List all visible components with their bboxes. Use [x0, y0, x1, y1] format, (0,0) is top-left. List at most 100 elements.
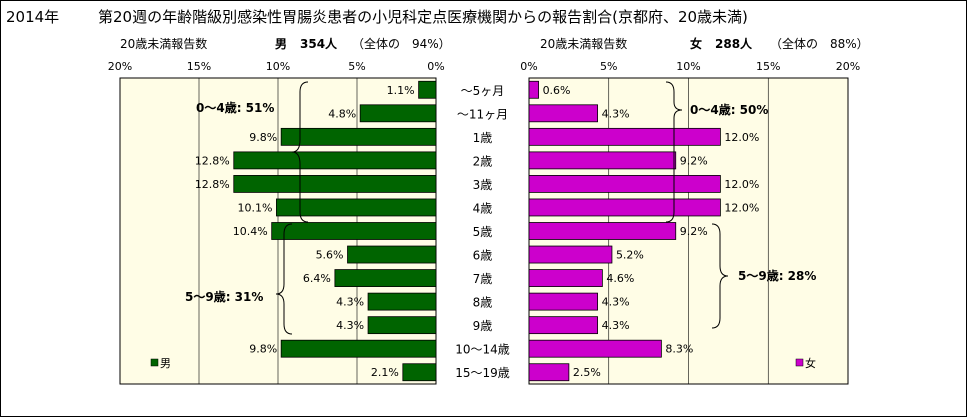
female-brace-0-4: [665, 81, 683, 223]
data-label-female: 9.2%: [680, 225, 708, 238]
legend-female-label: 女: [805, 356, 816, 370]
female-header-label: 20歳未満報告数: [540, 36, 627, 51]
data-label-male: 12.8%: [195, 154, 230, 167]
category-label: 4歳: [473, 201, 493, 215]
male-header-label: 20歳未満報告数: [120, 36, 207, 51]
data-label-female: 5.2%: [616, 249, 644, 262]
data-label-female: 12.0%: [724, 201, 759, 214]
data-label-male: 4.3%: [336, 296, 364, 309]
tick-label-female: 0%: [520, 60, 537, 73]
data-label-male: 5.6%: [316, 249, 344, 262]
annotation-female-0-4: 0～4歳: 50%: [690, 102, 768, 117]
category-label: 1歳: [473, 131, 493, 145]
tick-label-female: 20%: [836, 60, 860, 73]
data-label-female: 2.5%: [573, 366, 601, 379]
data-label-female: 4.3%: [602, 319, 630, 332]
title-year: 2014年: [6, 8, 59, 26]
category-label: 6歳: [473, 249, 493, 263]
tick-label-female: 15%: [756, 60, 780, 73]
bar-female: [528, 80, 539, 99]
bar-male: [418, 80, 437, 99]
data-label-male: 6.4%: [303, 272, 331, 285]
data-label-female: 4.3%: [602, 296, 630, 309]
annotation-male-5-9: 5～9歳: 31%: [185, 289, 263, 304]
category-label: 10～14歳: [455, 343, 510, 357]
data-label-female: 4.3%: [602, 107, 630, 120]
female-header-count: 288人: [715, 36, 753, 51]
data-label-female: 4.6%: [606, 272, 634, 285]
male-brace-5-9: [275, 223, 293, 335]
tick-label-male: 15%: [187, 60, 211, 73]
bar-male: [347, 245, 437, 264]
male-brace-0-4: [291, 81, 309, 223]
category-label: 9歳: [473, 319, 493, 333]
bar-male: [233, 175, 437, 193]
tick-label-male: 0%: [427, 60, 444, 73]
tick-label-female: 10%: [676, 60, 700, 73]
bar-female: [528, 198, 721, 217]
tick-label-male: 10%: [266, 60, 290, 73]
bar-male: [233, 151, 437, 170]
category-label: ～11ヶ月: [457, 107, 508, 121]
female-brace-5-9: [711, 223, 729, 329]
category-labels: ～5ヶ月 ～11ヶ月 1歳 2歳 3歳 4歳 5歳 6歳 7歳 8歳 9歳 10～14歳 15～19歳: [455, 84, 510, 380]
data-label-male: 10.1%: [237, 201, 272, 214]
bar-female: [528, 316, 598, 335]
category-label: 7歳: [473, 272, 493, 286]
category-label: ～5ヶ月: [461, 84, 505, 98]
bar-male: [271, 222, 437, 240]
legend-female-swatch: [795, 358, 804, 367]
female-header-share: （全体の 88%）: [770, 36, 869, 51]
bar-male: [276, 198, 437, 217]
legend-male-swatch: [150, 358, 159, 367]
bars: [233, 80, 721, 382]
category-label: 2歳: [473, 154, 493, 168]
annotation-female-5-9: 5～9歳: 28%: [738, 268, 816, 283]
bar-female: [528, 222, 677, 240]
tick-label-male: 20%: [108, 60, 132, 73]
annotation-braces: [275, 81, 729, 335]
category-label: 15～19歳: [455, 366, 510, 380]
data-label-female: 8.3%: [665, 343, 693, 356]
data-label-male: 10.4%: [233, 225, 268, 238]
bar-female: [528, 104, 598, 123]
data-label-male: 9.8%: [249, 131, 277, 144]
data-label-male: 4.3%: [336, 319, 364, 332]
male-header-count: 354人: [300, 36, 338, 51]
data-label-female: 12.0%: [724, 131, 759, 144]
tick-label-female: 5%: [600, 60, 617, 73]
male-header-share: （全体の 94%）: [352, 36, 451, 51]
legend-male-label: 男: [160, 357, 171, 370]
data-label-female: 0.6%: [543, 84, 571, 97]
bar-male: [367, 292, 437, 311]
bar-male: [280, 127, 437, 146]
bar-female: [528, 269, 603, 287]
chart-title: 第20週の年齢階級別感染性胃腸炎患者の小児科定点医療機関からの報告割合(京都府、…: [98, 8, 748, 26]
bar-female: [528, 363, 570, 382]
axis-ticks: 0% 0% 5% 5% 10% 10% 15% 15% 20% 20%: [108, 60, 860, 73]
data-label-male: 2.1%: [371, 366, 399, 379]
bar-male: [367, 316, 437, 335]
annotation-male-0-4: 0～4歳: 51%: [196, 100, 274, 115]
data-label-female: 9.2%: [680, 154, 708, 167]
bar-female: [528, 292, 598, 311]
bar-female: [528, 127, 721, 146]
data-label-male: 12.8%: [195, 178, 230, 191]
bar-female: [528, 175, 721, 193]
data-label-male: 9.8%: [249, 343, 277, 356]
category-label: 8歳: [473, 296, 493, 310]
bar-male: [280, 339, 437, 358]
data-label-male: 4.8%: [328, 107, 356, 120]
data-label-male: 1.1%: [387, 84, 415, 97]
bar-female: [528, 245, 613, 264]
bar-male: [359, 104, 437, 123]
bar-male: [402, 363, 437, 382]
bar-female: [528, 151, 677, 170]
female-header-sex: 女: [690, 36, 702, 51]
category-label: 5歳: [473, 225, 493, 239]
bar-female: [528, 339, 662, 358]
bar-male: [334, 269, 437, 287]
category-label: 3歳: [473, 178, 493, 192]
